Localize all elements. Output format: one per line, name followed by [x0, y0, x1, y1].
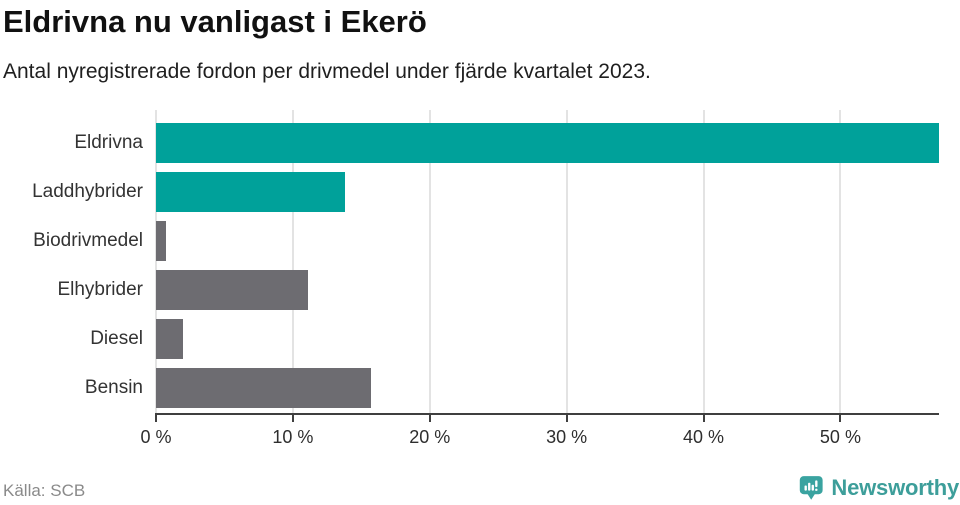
gridline-10 — [291, 110, 294, 413]
x-tick-label-20: 20 % — [409, 427, 451, 447]
bar-rows: Eldrivna Laddhybrider Biodrivmedel Elhybrid… — [0, 118, 939, 413]
chart-row-diesel: Diesel — [0, 315, 939, 364]
bar-diesel — [156, 319, 184, 360]
x-tick-label-10: 10 % — [272, 427, 314, 447]
bar-biodrivmedel — [156, 220, 166, 261]
newsworthy-icon — [799, 476, 823, 500]
bar-track — [156, 171, 939, 212]
bar-bensin — [156, 368, 371, 409]
newsworthy-wordmark: Newsworthy — [831, 475, 959, 500]
x-tick-30 — [565, 413, 568, 422]
bar-elhybrider — [156, 270, 308, 311]
gridline-20 — [428, 110, 431, 413]
bar-track — [156, 220, 939, 261]
chart-row-biodrivmedel: Biodrivmedel — [0, 216, 939, 265]
chart-row-bensin: Bensin — [0, 364, 939, 413]
x-tick-50 — [839, 413, 842, 422]
bar-track — [156, 368, 939, 409]
category-label-diesel: Diesel — [90, 328, 143, 350]
gridline-50 — [839, 110, 842, 413]
chart-row-laddhybrider: Laddhybrider — [0, 167, 939, 216]
bar-chart-plot: Eldrivna Laddhybrider Biodrivmedel Elhybrid… — [0, 110, 960, 460]
chart-subtitle: Antal nyregistrerade fordon per drivmede… — [3, 60, 651, 83]
x-tick-label-30: 30 % — [546, 427, 588, 447]
category-label-laddhybrider: Laddhybrider — [32, 180, 143, 202]
x-tick-label-0: 0 % — [140, 427, 172, 447]
x-tick-label-40: 40 % — [683, 427, 725, 447]
x-tick-20 — [428, 413, 431, 422]
category-label-eldrivna: Eldrivna — [74, 131, 143, 153]
bar-track — [156, 122, 939, 163]
gridlines — [155, 110, 939, 413]
chart-title: Eldrivna nu vanligast i Ekerö — [3, 4, 427, 39]
chart-row-elhybrider: Elhybrider — [0, 266, 939, 315]
bar-laddhybrider — [156, 171, 345, 212]
x-tick-10 — [291, 413, 294, 422]
x-axis-ticks: 0 % 10 % 20 % 30 % 40 % 50 % — [140, 413, 939, 458]
chart-row-eldrivna: Eldrivna — [0, 118, 939, 167]
x-tick-label-50: 50 % — [819, 427, 861, 447]
category-label-elhybrider: Elhybrider — [57, 279, 143, 301]
bar-track — [156, 270, 939, 311]
category-label-bensin: Bensin — [84, 377, 143, 399]
category-label-biodrivmedel: Biodrivmedel — [33, 229, 143, 251]
newsworthy-logo[interactable]: Newsworthy — [799, 472, 959, 505]
x-tick-40 — [702, 413, 705, 422]
bar-track — [156, 319, 939, 360]
source-note: Källa: SCB — [3, 481, 86, 500]
gridline-30 — [565, 110, 568, 413]
x-tick-0 — [155, 413, 157, 422]
x-axis-line — [156, 413, 939, 415]
gridline-40 — [702, 110, 705, 413]
bar-eldrivna — [156, 122, 939, 163]
gridline-0 — [155, 110, 157, 413]
